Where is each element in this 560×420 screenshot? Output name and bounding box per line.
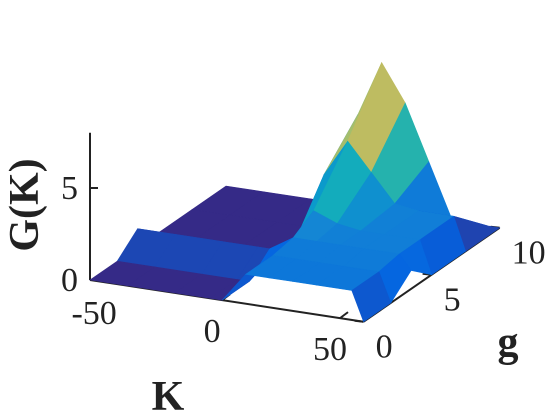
x-axis-label: K [152,374,185,420]
z-axis-label: G(K) [2,158,48,251]
surface-patch [351,271,392,323]
y-tick [354,319,364,323]
x-tick [339,311,349,319]
y-tick-label: 5 [444,282,461,319]
x-tick-label: 0 [204,313,221,350]
y-tick-label: 10 [512,235,546,272]
x-tick-label: -50 [71,295,116,332]
y-tick-label: 0 [376,329,393,366]
x-tick-label: 50 [313,331,347,368]
z-tick-label: 0 [61,262,78,299]
z-tick-label: 5 [61,170,78,207]
y-axis-label: g [498,320,519,366]
